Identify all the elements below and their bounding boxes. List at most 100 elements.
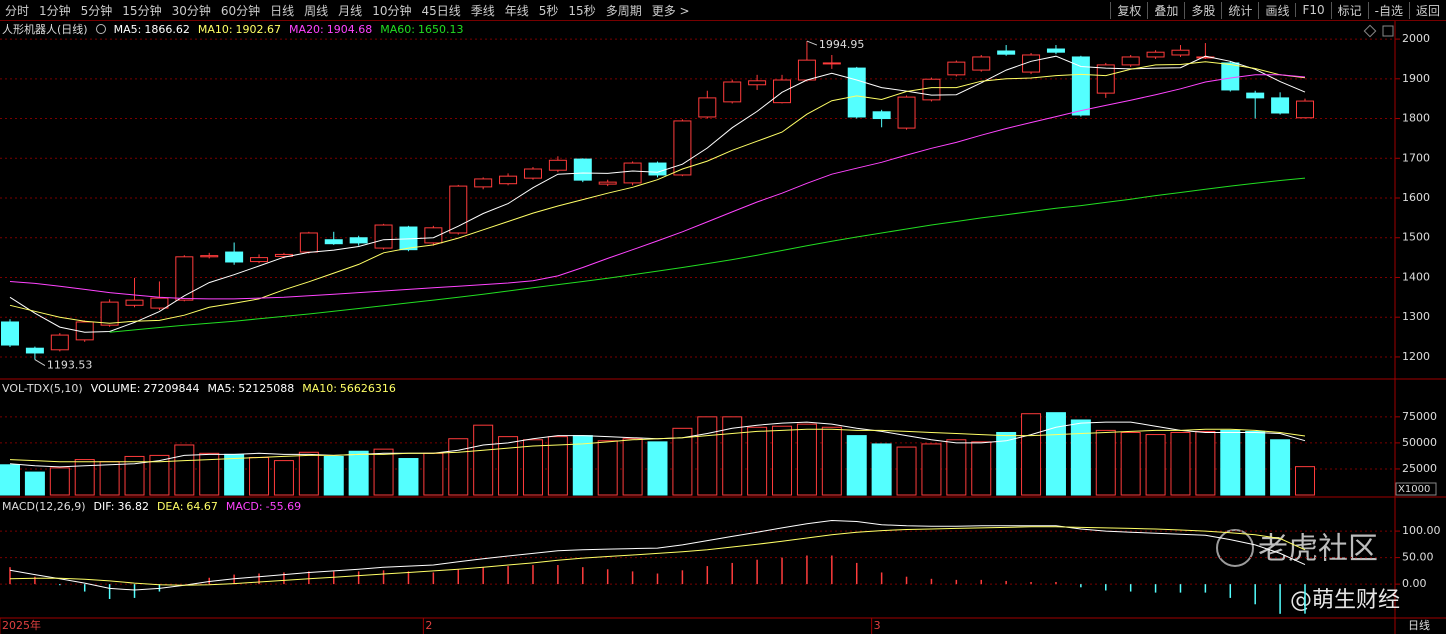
period-button[interactable]: 季线 xyxy=(470,3,495,18)
legend-label: MA5: xyxy=(113,22,142,36)
candle-body xyxy=(947,61,966,76)
volume-bar xyxy=(373,448,394,496)
watermark: 老虎社区 xyxy=(1258,532,1378,567)
volume-bar xyxy=(846,435,867,496)
tool-button[interactable]: 标记 xyxy=(1330,1,1368,19)
volume-bar xyxy=(921,443,942,496)
legend-label: MACD: xyxy=(225,499,263,513)
watermark: @萌生财经 xyxy=(1290,588,1400,613)
volume-bar xyxy=(697,416,718,496)
candle-body xyxy=(1246,92,1265,99)
legend-label: DIF: xyxy=(93,499,115,513)
period-button[interactable]: 45日线 xyxy=(421,3,461,18)
legend-label: DEA: xyxy=(156,499,184,513)
period-button[interactable]: 分时 xyxy=(5,3,30,18)
tool-button[interactable]: 复权 xyxy=(1110,1,1147,19)
candle-body xyxy=(797,59,816,81)
period-button[interactable]: 30分钟 xyxy=(171,3,211,18)
toolbar: 分时 1分钟 5分钟 15分钟 30分钟 60分钟 日线 周线 月线 10分钟 45日线 季线 年线 5秒… xyxy=(0,0,1446,21)
annotation-arrow xyxy=(34,359,46,366)
tool-button[interactable]: 叠加 xyxy=(1147,1,1184,19)
volume-bar xyxy=(199,452,220,496)
legend-label: VOLUME: xyxy=(90,381,141,395)
volume-bar xyxy=(672,427,693,496)
candle-body xyxy=(773,79,792,104)
volume-bar xyxy=(323,455,344,496)
volume-bar xyxy=(597,440,618,496)
tool-button[interactable]: 多股 xyxy=(1184,1,1221,19)
period-button[interactable]: 60分钟 xyxy=(220,3,261,18)
candle-body xyxy=(698,97,717,118)
volume-bar xyxy=(298,451,319,496)
moving-average-line xyxy=(109,177,1306,333)
candle-body xyxy=(847,67,866,118)
period-button[interactable]: 15分钟 xyxy=(122,3,162,18)
volume-bar xyxy=(821,426,842,496)
legend-value: 27209844 xyxy=(143,381,200,395)
tool-button[interactable]: -自选 xyxy=(1367,1,1409,19)
period-button[interactable]: 月线 xyxy=(338,3,363,18)
macd-line xyxy=(9,526,1306,586)
period-button[interactable]: 周线 xyxy=(304,3,329,18)
candle-body xyxy=(1271,97,1290,114)
legend-entry: MA60: 1650.13 xyxy=(380,23,463,36)
candle-body xyxy=(125,299,144,306)
corner-icon[interactable] xyxy=(1363,24,1377,38)
legend-value: 52125088 xyxy=(238,381,295,395)
y-tick-label: 1700 xyxy=(1402,151,1430,164)
volume-bar xyxy=(522,439,543,496)
y-tick-label: 1500 xyxy=(1402,231,1430,244)
y-tick-label: 1600 xyxy=(1402,191,1430,204)
legend-entry: DIF: 36.82 xyxy=(94,500,149,513)
period-button[interactable]: 1分钟 xyxy=(39,3,71,18)
period-button[interactable]: 5分钟 xyxy=(80,3,113,18)
volume-bar xyxy=(49,467,70,496)
annotation-arrow xyxy=(806,40,818,46)
candle-body xyxy=(1121,56,1140,66)
macd-line xyxy=(9,519,1306,591)
volume-bar xyxy=(547,436,568,496)
volume-bar xyxy=(647,441,668,496)
candle-body xyxy=(1171,49,1190,56)
volume-bar xyxy=(1095,429,1116,496)
legend-entry: MACD: -55.69 xyxy=(226,500,301,513)
corner-icon[interactable] xyxy=(1382,25,1394,37)
candle-body xyxy=(424,227,443,244)
legend-icon[interactable] xyxy=(95,24,106,34)
moving-average-line xyxy=(9,74,1306,300)
candle-body xyxy=(723,81,742,103)
period-button[interactable]: 日线 xyxy=(270,3,295,18)
period-button[interactable]: 5秒 xyxy=(538,3,559,18)
macd-legend: MACD(12,26,9) DIF: 36.82 DEA: 64.67 MACD: -55.… xyxy=(2,499,301,513)
y-tick-label: 1200 xyxy=(1402,350,1430,363)
candle-body xyxy=(225,251,244,263)
period-button[interactable]: 15秒 xyxy=(568,3,596,18)
legend-value: 1902.67 xyxy=(235,22,282,36)
y-tick-label: 1300 xyxy=(1402,310,1430,323)
volume-bar xyxy=(896,446,917,496)
volume-bar xyxy=(747,426,768,496)
candle-body xyxy=(100,301,119,326)
volume-bar xyxy=(1270,439,1291,496)
tool-button[interactable]: F10 xyxy=(1295,3,1330,17)
tool-button[interactable]: 画线 xyxy=(1258,1,1295,19)
candle-body xyxy=(175,256,194,301)
volume-legend: VOL-TDX(5,10) VOLUME: 27209844 MA5: 52125088… xyxy=(2,381,396,395)
candle-body xyxy=(822,62,841,65)
candle-body xyxy=(1022,54,1041,73)
volume-bar xyxy=(1070,419,1091,496)
period-button[interactable]: 多周期 xyxy=(605,3,642,18)
period-button[interactable]: 更多 > xyxy=(651,3,690,18)
candle-body xyxy=(50,334,69,351)
period-button[interactable]: 10分钟 xyxy=(372,3,412,18)
volume-bar xyxy=(224,453,245,496)
toolbar-right: 复权 叠加 多股 统计 画线 F10 标记 -自选 返回 xyxy=(1110,0,1446,20)
candle-body xyxy=(200,255,219,258)
tool-button[interactable]: 统计 xyxy=(1221,1,1258,19)
volume-bar xyxy=(1120,431,1141,496)
volume-bar xyxy=(996,431,1017,496)
volume-bar xyxy=(1021,413,1042,496)
period-button[interactable]: 年线 xyxy=(504,3,529,18)
tool-button[interactable]: 返回 xyxy=(1408,1,1446,19)
legend-title: 人形机器人(日线) xyxy=(2,23,88,36)
